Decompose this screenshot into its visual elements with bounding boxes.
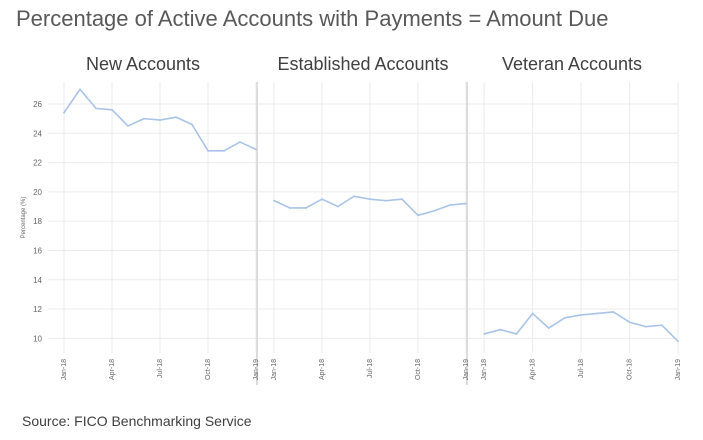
x-tick-label-2-Jan-19: Jan-19 [675,359,682,381]
x-tick-label-2-Apr-18: Apr-18 [530,359,537,380]
panel-title-new: New Accounts [85,54,201,74]
data-point-2-7 [596,312,599,315]
data-point-0-12 [255,148,257,151]
data-point-1-0 [273,199,275,202]
data-point-2-9 [628,321,631,324]
data-point-0-0 [63,111,65,114]
y-tick-label-18: 18 [33,217,42,226]
y-tick-label-12: 12 [33,305,42,314]
y-tick-label-14: 14 [33,276,42,285]
x-tick-label-2-Jan-18: Jan-18 [481,359,488,381]
x-tick-label-0-Apr-18: Apr-18 [109,359,116,380]
y-axis-label: Percentage (%) [21,197,27,239]
data-point-1-2 [305,207,307,209]
data-point-0-1 [79,88,81,91]
x-tick-label-0-Jan-19: Jan-19 [253,359,260,381]
data-point-2-8 [612,311,615,313]
data-point-0-10 [223,149,225,152]
source-note: Source: FICO Benchmarking Service [22,413,252,429]
y-tick-label-10: 10 [33,334,42,343]
data-point-2-6 [580,314,582,316]
x-tick-label-1-Jan-19: Jan-19 [463,359,470,381]
x-tick-label-0-Oct-18: Oct-18 [205,359,212,380]
data-point-1-12 [465,202,467,205]
data-point-2-0 [483,333,486,335]
data-point-0-8 [191,123,193,126]
data-point-0-11 [239,141,241,143]
data-point-2-11 [660,324,663,327]
y-tick-label-20: 20 [33,188,42,197]
data-point-1-11 [449,204,451,206]
data-point-0-3 [111,108,113,111]
data-point-1-3 [321,198,323,201]
x-tick-label-2-Jul-18: Jul-18 [578,359,585,378]
y-tick-label-26: 26 [33,100,42,109]
x-tick-label-1-Oct-18: Oct-18 [415,359,422,380]
data-point-1-7 [385,199,387,202]
chart-title: Percentage of Active Accounts with Payme… [16,6,609,31]
y-tick-label-24: 24 [33,129,42,138]
data-point-1-5 [353,195,355,198]
panel-title-established: Established Accounts [277,54,449,74]
data-point-2-3 [531,312,534,315]
x-tick-label-1-Apr-18: Apr-18 [319,359,326,380]
data-point-1-9 [417,214,419,217]
data-point-0-9 [207,149,209,152]
x-tick-label-0-Jul-18: Jul-18 [157,359,164,378]
panel-title-veteran: Veteran Accounts [501,54,643,74]
x-tick-label-2-Oct-18: Oct-18 [627,359,634,380]
x-tick-label-1-Jan-18: Jan-18 [271,359,278,381]
data-point-2-12 [677,340,679,343]
data-point-0-4 [127,125,129,127]
x-tick-label-0-Jan-18: Jan-18 [61,359,68,381]
data-point-1-4 [337,205,339,208]
y-tick-label-22: 22 [33,159,42,168]
data-point-2-5 [564,316,566,319]
y-tick-label-16: 16 [33,246,42,255]
data-point-1-8 [401,198,403,201]
data-point-2-4 [547,327,550,329]
data-point-1-6 [369,198,371,201]
x-tick-label-1-Jul-18: Jul-18 [367,359,374,378]
data-point-1-1 [289,207,291,209]
data-point-2-2 [515,333,518,335]
data-point-0-6 [159,119,161,121]
data-point-0-7 [175,116,177,119]
data-point-0-5 [143,117,145,120]
data-point-0-2 [95,107,97,110]
data-point-2-10 [644,325,647,328]
data-point-1-10 [433,210,435,212]
data-point-2-1 [499,328,502,331]
